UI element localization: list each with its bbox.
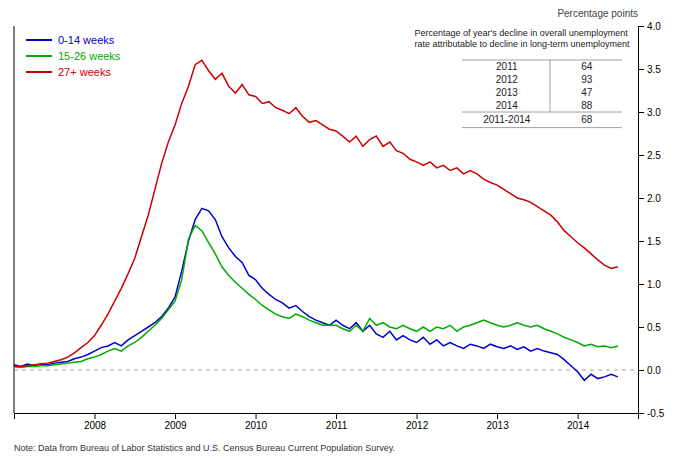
y-tick-label: 0.0 [647,365,661,376]
y-tick: 2.0 [638,193,661,204]
y-tick-mark [638,198,644,199]
x-tick-mark [175,413,176,419]
legend-swatch [26,55,52,57]
frame-left [14,26,15,413]
table-year: 2013 [496,87,519,98]
y-tick-mark [638,69,644,70]
legend-label: 15-26 weeks [58,50,121,62]
plot-area: 2008 2009 2010 2011 2012 2013 2014 -0.5 0.0 0.5 1.… [14,8,665,431]
inset-title: Percentage of year's decline in overall … [414,28,630,49]
y-axis-title: Percentage points [557,8,638,19]
y-tick-mark [638,112,644,113]
y-tick-mark [638,284,644,285]
x-tick: 2008 [84,413,107,431]
x-tick-label: 2008 [84,420,107,431]
y-tick-label: -0.5 [647,408,665,419]
table-value: 64 [581,61,593,72]
legend-label: 27+ weeks [58,66,111,78]
legend: 0-14 weeks 15-26 weeks 27+ weeks [26,34,121,78]
y-tick-mark [638,370,644,371]
series-line [14,208,618,380]
table-rule [462,60,622,61]
table-year: 2014 [496,100,519,111]
chart: 2008 2009 2010 2011 2012 2013 2014 -0.5 0.0 0.5 1.… [0,0,680,459]
table-rule [462,127,622,128]
marks [14,60,638,380]
y-tick-label: 4.0 [647,21,661,32]
legend-swatch [26,39,52,41]
legend-item: 27+ weeks [26,66,111,78]
x-tick-label: 2013 [486,420,509,431]
table-rule [550,60,551,112]
y-axis: -0.5 0.0 0.5 1.0 1.5 2.0 2.5 3.0 3.5 4.0 [638,21,665,419]
legend-item: 0-14 weeks [26,34,115,46]
x-tick-label: 2010 [245,420,268,431]
x-tick-mark [256,413,257,419]
inset: Percentage of year's decline in overall … [414,28,630,128]
x-tick-mark [95,413,96,419]
x-tick: 2013 [486,413,509,431]
legend-swatch [26,71,52,73]
series-line [14,60,618,366]
x-tick-mark [578,413,579,419]
table-value: 93 [581,74,593,85]
x-tick-label: 2014 [567,420,590,431]
y-tick-mark [638,241,644,242]
x-tick: 2009 [164,413,187,431]
y-tick-label: 2.0 [647,193,661,204]
x-axis-line [15,414,639,420]
x-tick-mark [417,413,418,419]
table-value: 47 [581,87,593,98]
y-tick-label: 3.5 [647,64,661,75]
y-tick-label: 2.5 [647,150,661,161]
y-tick: 2.5 [638,150,661,161]
table-year: 2011 [496,61,518,72]
table-year: 2012 [496,74,519,85]
x-tick: 2014 [567,413,590,431]
table-rule [462,112,622,113]
table-total-value: 68 [581,114,593,125]
note: Note: Data from Bureau of Labor Statisti… [14,443,395,453]
y-tick-mark [638,26,644,27]
zero-line [14,370,638,371]
y-tick: -0.5 [638,408,665,419]
y-tick-label: 1.5 [647,236,661,247]
y-tick: 1.5 [638,236,661,247]
y-tick-mark [638,327,644,328]
x-tick-mark [336,413,337,419]
x-tick: 2012 [406,413,429,431]
legend-item: 15-26 weeks [26,50,121,62]
y-axis-line [639,27,645,414]
x-tick-label: 2009 [164,420,187,431]
x-axis: 2008 2009 2010 2011 2012 2013 2014 [15,413,639,431]
y-tick: 4.0 [638,21,661,32]
y-tick: 0.0 [638,365,661,376]
table-total-label: 2011-2014 [483,114,531,125]
x-tick-label: 2012 [406,420,429,431]
y-tick-label: 0.5 [647,322,661,333]
legend-label: 0-14 weeks [58,34,115,46]
y-tick-mark [638,413,644,414]
y-tick-mark [638,155,644,156]
y-tick-label: 1.0 [647,279,661,290]
table-value: 88 [581,100,593,111]
x-tick: 2010 [245,413,268,431]
x-tick: 2011 [326,413,348,431]
y-tick-label: 3.0 [647,107,661,118]
series-line [14,226,618,368]
y-tick: 1.0 [638,279,661,290]
x-tick-mark [497,413,498,419]
y-tick: 0.5 [638,322,661,333]
y-tick: 3.0 [638,107,661,118]
y-tick: 3.5 [638,64,661,75]
x-tick-label: 2011 [326,420,348,431]
